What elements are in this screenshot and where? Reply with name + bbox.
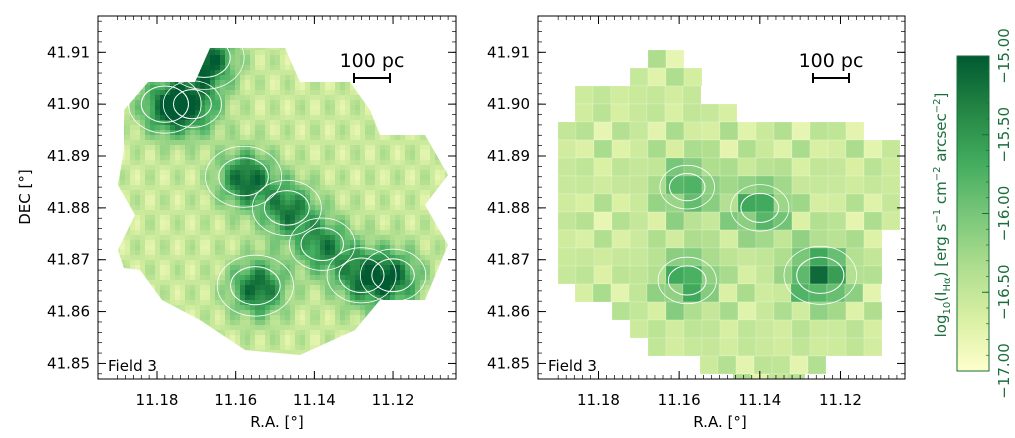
contour-ring <box>740 192 780 223</box>
contour-ring <box>289 217 356 271</box>
contour-ring <box>162 80 222 128</box>
y-tick-label: 41.87 <box>487 251 530 269</box>
left-y-ticks: 41.85 41.86 41.87 41.88 41.89 41.90 41.91 <box>47 20 456 375</box>
right-scale-bar: 100 pc <box>799 50 864 83</box>
right-xlabel: R.A. [°] <box>693 413 746 431</box>
right-field-label: Field 3 <box>548 357 597 375</box>
contour-ring <box>173 89 212 120</box>
contour-ring <box>783 245 858 305</box>
contour-ring <box>338 257 385 294</box>
right-panel: 11.18 11.16 11.14 11.12 41.8541.8641.8741.8… <box>487 15 906 431</box>
colorbar: −17.00 −16.50 −16.00 −15.50 −15.00 log10(IHα… <box>932 28 1013 399</box>
contour-ring <box>668 172 706 202</box>
contour-ring <box>300 227 344 262</box>
y-tick-label: 41.90 <box>47 95 90 113</box>
x-tick-label: 11.12 <box>819 391 862 409</box>
colorbar-ticks: −17.00 −16.50 −16.00 −15.50 −15.00 <box>982 28 1013 399</box>
contour-ring <box>177 37 231 78</box>
contour-ring <box>230 266 281 306</box>
contour-ring <box>730 184 790 232</box>
x-tick-label: 11.16 <box>658 391 701 409</box>
left-contours <box>128 25 427 317</box>
contour-ring <box>128 74 202 134</box>
y-tick-label: 41.91 <box>47 43 90 61</box>
colorbar-tick-label: −16.50 <box>995 264 1013 320</box>
y-tick-label: 41.87 <box>47 251 90 269</box>
contour-ring <box>359 248 427 302</box>
right-y-ticks: 41.85 41.86 41.87 41.88 41.89 41.90 41.91 <box>487 20 905 375</box>
y-tick-label: 41.85 <box>487 354 530 372</box>
contour-ring <box>205 145 283 208</box>
contour-ring <box>659 164 715 210</box>
y-tick-label: 41.88 <box>47 199 90 217</box>
left-halpha-map <box>118 48 448 355</box>
colorbar-tick-label: −15.00 <box>995 28 1013 84</box>
contour-ring <box>216 254 294 317</box>
contour-ring <box>218 157 269 197</box>
right-scale-label: 100 pc <box>799 50 864 72</box>
y-tick-label: 41.86 <box>487 303 530 321</box>
contour-ring <box>140 85 189 123</box>
x-tick-label: 11.12 <box>372 391 415 409</box>
contour-ring <box>657 256 717 305</box>
y-tick-label: 41.89 <box>487 147 530 165</box>
x-tick-label: 11.16 <box>214 391 257 409</box>
right-x-ticks: 11.18 11.16 11.14 11.12 <box>557 16 898 409</box>
contour-ring <box>667 265 707 296</box>
left-panel: 11.18 11.16 11.14 11.12 41.8541.8641.8741.8… <box>16 15 457 431</box>
x-tick-label: 11.14 <box>738 391 781 409</box>
y-tick-label: 41.86 <box>47 303 90 321</box>
colorbar-tick-label: −17.00 <box>995 343 1013 399</box>
colorbar-tick-label: −16.00 <box>995 186 1013 242</box>
y-tick-label: 41.90 <box>487 95 530 113</box>
left-scale-label: 100 pc <box>340 50 405 72</box>
y-tick-label: 41.91 <box>487 43 530 61</box>
contour-ring <box>326 247 397 304</box>
colorbar-label: log10(IHα) [erg s−1 cm−2 arcsec−2] <box>932 93 953 338</box>
contour-ring <box>371 258 415 293</box>
left-field-label: Field 3 <box>108 357 157 375</box>
contour-ring <box>796 256 845 294</box>
contour-ring <box>263 190 310 226</box>
y-tick-label: 41.89 <box>47 147 90 165</box>
x-tick-label: 11.14 <box>293 391 336 409</box>
y-tick-label: 41.85 <box>47 354 90 372</box>
left-x-ticks: 11.18 11.16 11.14 11.12 <box>117 16 449 409</box>
contour-ring <box>163 25 245 90</box>
left-xlabel: R.A. [°] <box>250 413 303 431</box>
x-tick-label: 11.18 <box>577 391 620 409</box>
right-halpha-map <box>557 49 901 379</box>
left-ylabel: DEC [°] <box>16 169 34 224</box>
y-tick-label: 41.88 <box>487 199 530 217</box>
contour-ring <box>251 179 322 236</box>
x-tick-label: 11.18 <box>136 391 179 409</box>
right-contours <box>657 164 858 305</box>
left-scale-bar: 100 pc <box>340 50 405 83</box>
colorbar-tick-label: −15.50 <box>995 107 1013 163</box>
